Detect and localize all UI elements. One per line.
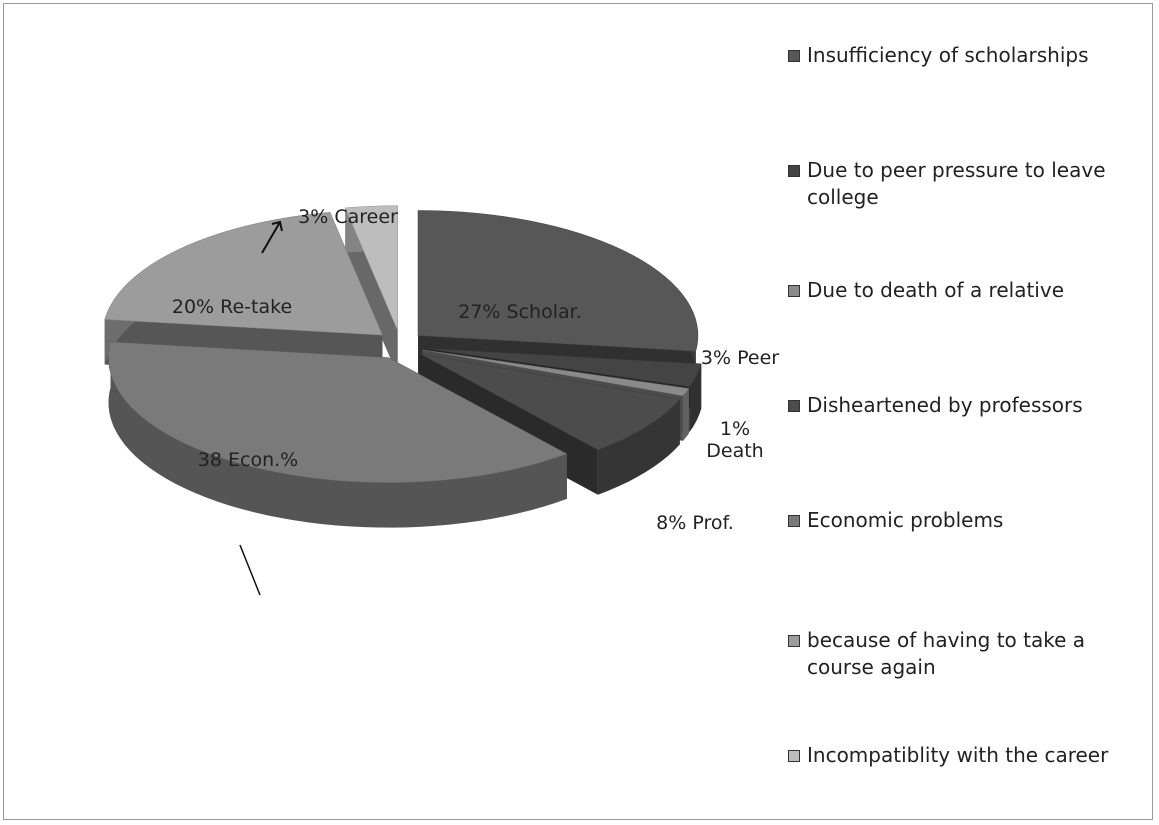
legend-swatch [788, 750, 800, 762]
legend-item: Due to peer pressure to leave college [788, 157, 1143, 211]
pie-slice [104, 212, 383, 336]
data-label: 3% Career [298, 206, 398, 228]
data-label: 1% Death [706, 418, 764, 462]
legend-item: because of having to take a course again [788, 627, 1143, 681]
slice-side [689, 363, 702, 432]
data-label: 3% Peer [700, 347, 780, 369]
legend-swatch [788, 50, 800, 62]
legend-label: Economic problems [807, 508, 1004, 532]
legend-swatch [788, 635, 800, 647]
arrow [261, 220, 283, 254]
legend-item: Incompatiblity with the career [788, 742, 1143, 769]
pie-slice [344, 205, 398, 331]
pie-slice [423, 347, 702, 388]
legend-label: Due to death of a relative [807, 278, 1064, 302]
legend-label: Insufficiency of scholarships [807, 43, 1089, 67]
frame [3, 3, 1153, 820]
legend-item: Due to death of a relative [788, 277, 1143, 304]
slice-side [597, 399, 680, 495]
pie-slice [419, 353, 681, 451]
legend-item: Insufficiency of scholarships [788, 42, 1143, 69]
legend-swatch [788, 285, 800, 297]
pie-slice [417, 210, 699, 352]
data-label: 8% Prof. [656, 512, 734, 534]
slice-side [682, 388, 689, 441]
pie-slice [422, 349, 690, 397]
data-label: 27% Scholar. [458, 301, 582, 323]
legend-swatch [788, 515, 800, 527]
legend-item: Economic problems [788, 507, 1143, 534]
slice-side [108, 341, 567, 528]
legend-label: because of having to take a course again [807, 628, 1086, 679]
legend-label: Incompatiblity with the career [807, 743, 1109, 767]
data-label: 20% Re-take [171, 296, 293, 318]
legend-swatch [788, 165, 800, 177]
legend-swatch [788, 400, 800, 412]
legend-label: Due to peer pressure to leave college [807, 158, 1106, 209]
slice-tops [104, 205, 702, 483]
legend-label: Disheartened by professors [807, 393, 1083, 417]
pie-slice [108, 341, 568, 483]
pointer-line [239, 544, 261, 596]
data-label: 38 Econ.% [197, 449, 299, 471]
legend-item: Disheartened by professors [788, 392, 1143, 419]
